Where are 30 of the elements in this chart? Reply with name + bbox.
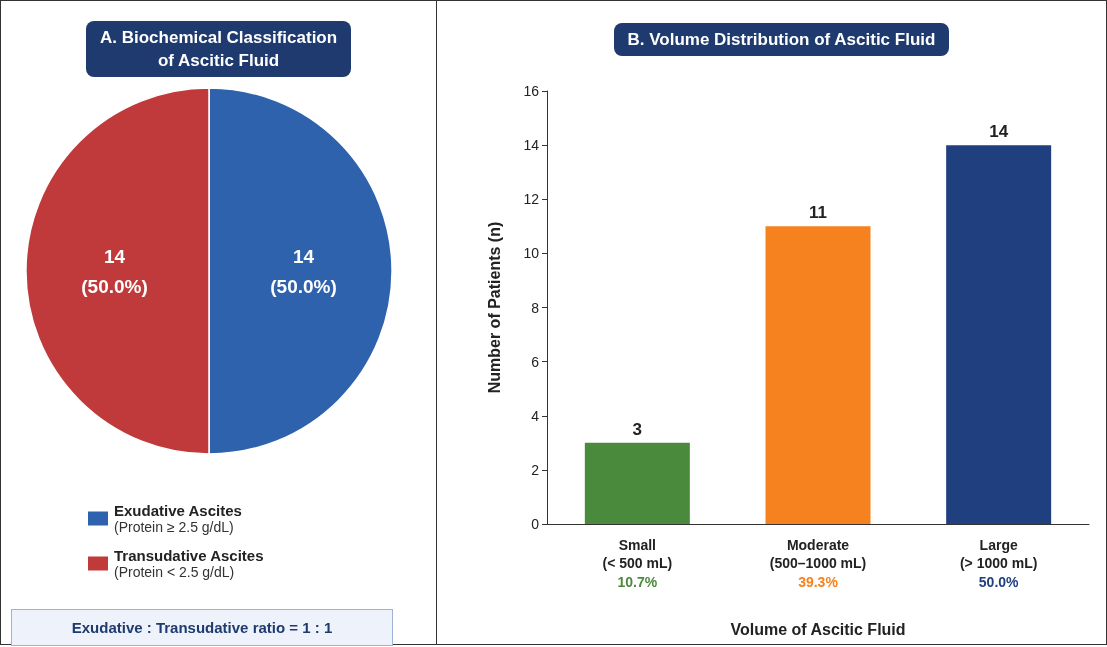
data-label: 14 (50.0%) [270, 245, 337, 297]
y-tick-label: 4 [531, 407, 540, 424]
x-axis-title: Volume of Ascitic Fluid [730, 620, 906, 638]
x-tick-label: Small (< 500 mL) [602, 537, 673, 571]
y-tick-label: 10 [523, 245, 540, 262]
data-label: 14 (50.0%) [81, 245, 148, 297]
y-tick-label: 12 [523, 191, 540, 208]
chart-title: B. Volume Distribution of Ascitic Fluid [613, 23, 950, 56]
y-tick-label: 8 [531, 299, 540, 316]
legend-label: Transudative Ascites (Protein < 2.5 g/dL) [114, 547, 264, 580]
text: 39.3% [798, 574, 839, 590]
bar [946, 145, 1052, 524]
x-tick-label: Moderate (500–1000 mL) [769, 537, 867, 571]
x-tick-label: Large (> 1000 mL) [959, 537, 1038, 571]
y-tick-label: 2 [531, 461, 540, 478]
text: 50.0% [978, 574, 1020, 590]
data-label: 3 [632, 419, 643, 439]
data-label: 14 [989, 122, 1009, 142]
y-axis-title: Number of Patients (n) [485, 221, 503, 394]
data-label: 11 [809, 203, 827, 223]
text: Exudative : Transudative ratio = 1 : 1 [11, 609, 393, 646]
bar [765, 226, 871, 524]
y-tick-label: 16 [523, 83, 540, 99]
text: 10.7% [617, 574, 658, 590]
y-tick-label: 14 [523, 137, 540, 154]
bar [584, 442, 690, 524]
y-tick-label: 6 [531, 353, 540, 370]
legend-label: Exudative Ascites (Protein ≥ 2.5 g/dL) [114, 502, 242, 535]
chart-title: A. Biochemical Classification of Ascitic Fluid [86, 21, 352, 77]
y-tick-label: 0 [531, 516, 540, 532]
